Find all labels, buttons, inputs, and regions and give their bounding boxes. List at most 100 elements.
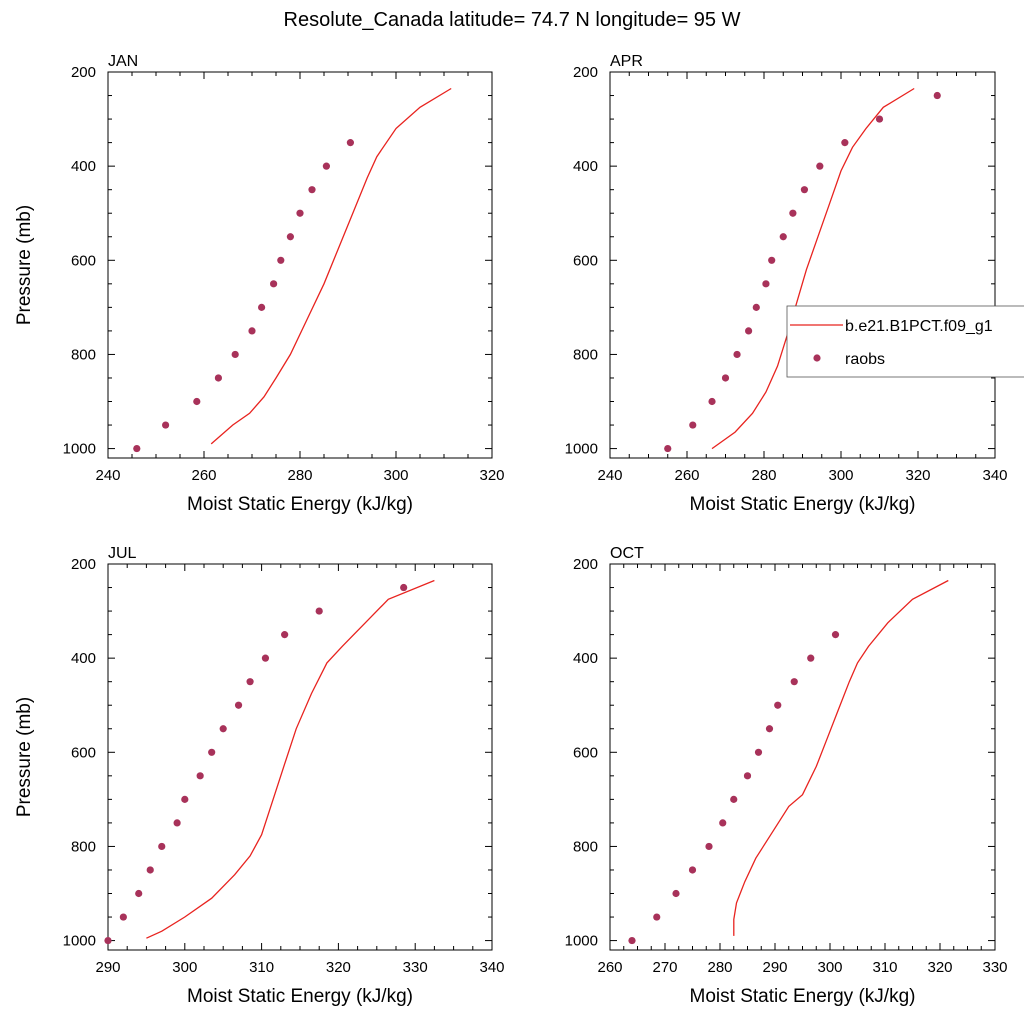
raobs-point [193,397,201,406]
x-tick-label: 320 [905,467,930,484]
x-tick-label: 340 [479,959,504,976]
y-tick-label: 1000 [63,933,96,950]
x-tick-label: 330 [982,959,1007,976]
raobs-point [730,795,738,803]
raobs-point [246,678,254,686]
raobs-point [628,936,636,945]
series-line-model [711,87,915,450]
raobs-point [774,701,782,709]
raobs-point [779,233,787,241]
y-tick-label: 400 [71,650,96,667]
y-tick-label: 600 [573,252,598,269]
y-tick-label: 1000 [565,933,598,950]
raobs-point [234,701,243,709]
x-tick-label: 280 [751,467,776,484]
raobs-point [346,139,354,147]
raobs-point [270,280,278,288]
raobs-point [745,327,753,335]
x-tick-label: 240 [597,467,622,484]
legend-label: b.e21.B1PCT.f09_g1 [845,318,993,335]
x-tick-label: 240 [95,467,120,484]
legend-label: raobs [845,351,885,368]
raobs-point [841,139,849,147]
x-tick-label: 300 [817,959,842,976]
y-tick-label: 600 [573,744,598,761]
raobs-point [789,209,797,217]
panel-label: OCT [610,545,644,562]
raobs-point [816,162,824,170]
raobs-point [705,842,713,851]
raobs-point [146,866,154,874]
panel-label: APR [610,53,643,70]
x-axis-title: Moist Static Energy (kJ/kg) [187,494,413,515]
plot-frame [107,71,493,459]
x-tick-label: 330 [403,959,428,976]
plot-frame [107,563,493,951]
raobs-point [831,631,840,639]
y-tick-label: 600 [71,744,96,761]
raobs-point [689,421,697,429]
raobs-point [277,256,285,264]
raobs-point [754,748,763,756]
raobs-point [688,866,697,874]
y-tick-label: 600 [71,252,96,269]
panel-apr: APR 240 260 280 300 320 340 200 400 600 800 1000 Moi… [565,53,1008,515]
raobs-point [181,795,189,803]
raobs-point [322,162,330,170]
y-tick-label: 400 [573,158,598,175]
raobs-point [214,374,222,382]
raobs-point [208,748,216,756]
x-axis-title: Moist Static Energy (kJ/kg) [187,986,413,1007]
y-tick-label: 200 [573,556,598,573]
y-tick-label: 200 [573,64,598,81]
raobs-point [258,303,266,311]
legend-box [786,305,1024,378]
plot-frame [609,71,996,459]
x-tick-label: 260 [674,467,699,484]
raobs-point [790,678,798,686]
x-tick-label: 260 [597,959,622,976]
raobs-point [708,397,716,406]
y-tick-label: 800 [573,346,598,363]
raobs-point [664,444,672,453]
panel-jan: JAN 240 260 280 300 320 200 400 600 800 1000 Moist … [14,53,505,515]
y-tick-label: 400 [573,650,598,667]
series-line-model [210,87,452,445]
raobs-point [719,819,727,827]
raobs-point [119,913,127,921]
raobs-point [158,842,166,851]
x-tick-label: 260 [191,467,216,484]
x-tick-label: 310 [872,959,897,976]
x-tick-label: 270 [652,959,677,976]
panels-group: JAN 240 260 280 300 320 200 400 600 800 1000 Moist … [14,53,1008,1007]
y-tick-label: 1000 [565,441,598,458]
raobs-point [768,256,776,264]
x-tick-label: 280 [707,959,732,976]
plot-frame [609,563,996,951]
raobs-point [875,115,884,123]
raobs-point [765,725,774,733]
raobs-point [752,303,760,311]
x-axis-title: Moist Static Energy (kJ/kg) [690,986,916,1007]
y-axis-title: Pressure (mb) [14,205,35,325]
x-tick-label: 290 [95,959,120,976]
x-tick-label: 300 [828,467,853,484]
y-tick-label: 200 [71,64,96,81]
raobs-point [762,280,770,288]
figure-title: Resolute_Canada latitude= 74.7 N longitu… [284,9,741,31]
raobs-point [733,350,741,359]
panel-label: JUL [108,545,137,562]
raobs-point [721,374,730,382]
x-tick-label: 320 [927,959,952,976]
raobs-point [173,819,181,827]
raobs-point [933,91,941,100]
legend-marker-swatch [813,354,821,362]
raobs-point [286,233,294,241]
x-tick-label: 300 [172,959,197,976]
raobs-point [196,772,204,780]
y-tick-label: 1000 [63,441,96,458]
raobs-point [308,186,316,194]
panel-label: JAN [108,53,138,70]
x-tick-label: 280 [287,467,312,484]
raobs-point [296,209,304,217]
